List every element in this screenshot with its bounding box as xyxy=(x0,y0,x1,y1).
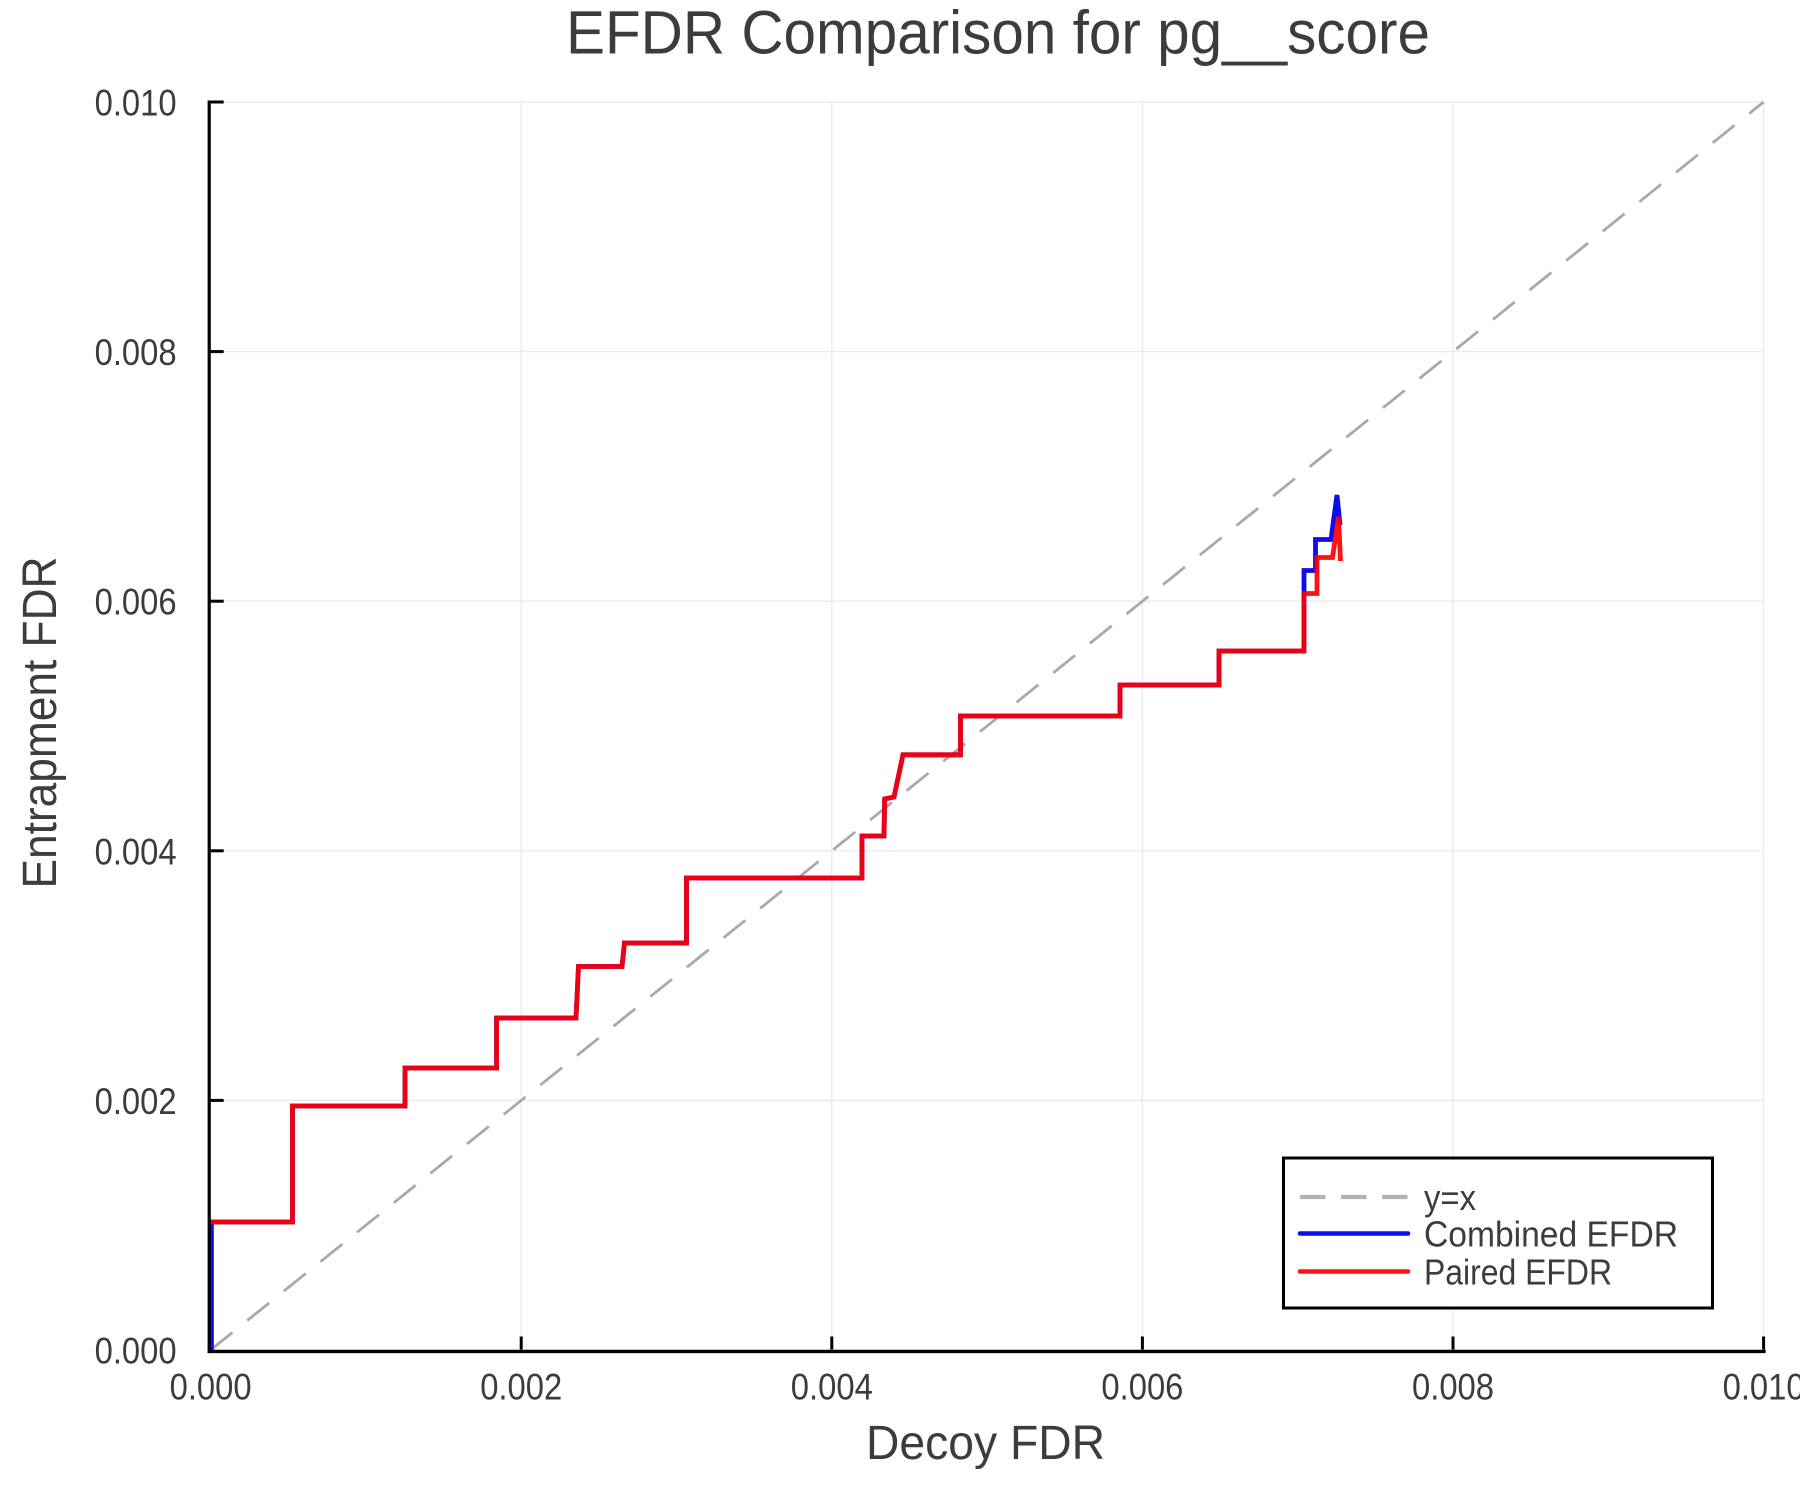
svg-text:0.000: 0.000 xyxy=(170,1366,252,1408)
svg-text:Decoy FDR: Decoy FDR xyxy=(866,1417,1105,1470)
svg-text:0.010: 0.010 xyxy=(95,82,177,124)
svg-text:0.004: 0.004 xyxy=(791,1366,873,1408)
svg-text:Paired EFDR: Paired EFDR xyxy=(1424,1252,1612,1293)
svg-text:EFDR Comparison for pg__score: EFDR Comparison for pg__score xyxy=(566,0,1430,67)
svg-text:0.002: 0.002 xyxy=(480,1366,562,1408)
svg-text:0.008: 0.008 xyxy=(1412,1366,1494,1408)
svg-text:0.008: 0.008 xyxy=(95,331,177,373)
svg-text:Entrapment FDR: Entrapment FDR xyxy=(14,557,67,889)
svg-text:0.002: 0.002 xyxy=(95,1080,177,1122)
svg-text:0.006: 0.006 xyxy=(1101,1366,1183,1408)
svg-text:0.004: 0.004 xyxy=(95,830,177,872)
svg-text:0.006: 0.006 xyxy=(95,581,177,623)
svg-text:0.010: 0.010 xyxy=(1723,1366,1800,1408)
svg-text:0.000: 0.000 xyxy=(95,1330,177,1372)
svg-text:y=x: y=x xyxy=(1424,1177,1476,1218)
svg-text:Combined EFDR: Combined EFDR xyxy=(1424,1214,1678,1255)
